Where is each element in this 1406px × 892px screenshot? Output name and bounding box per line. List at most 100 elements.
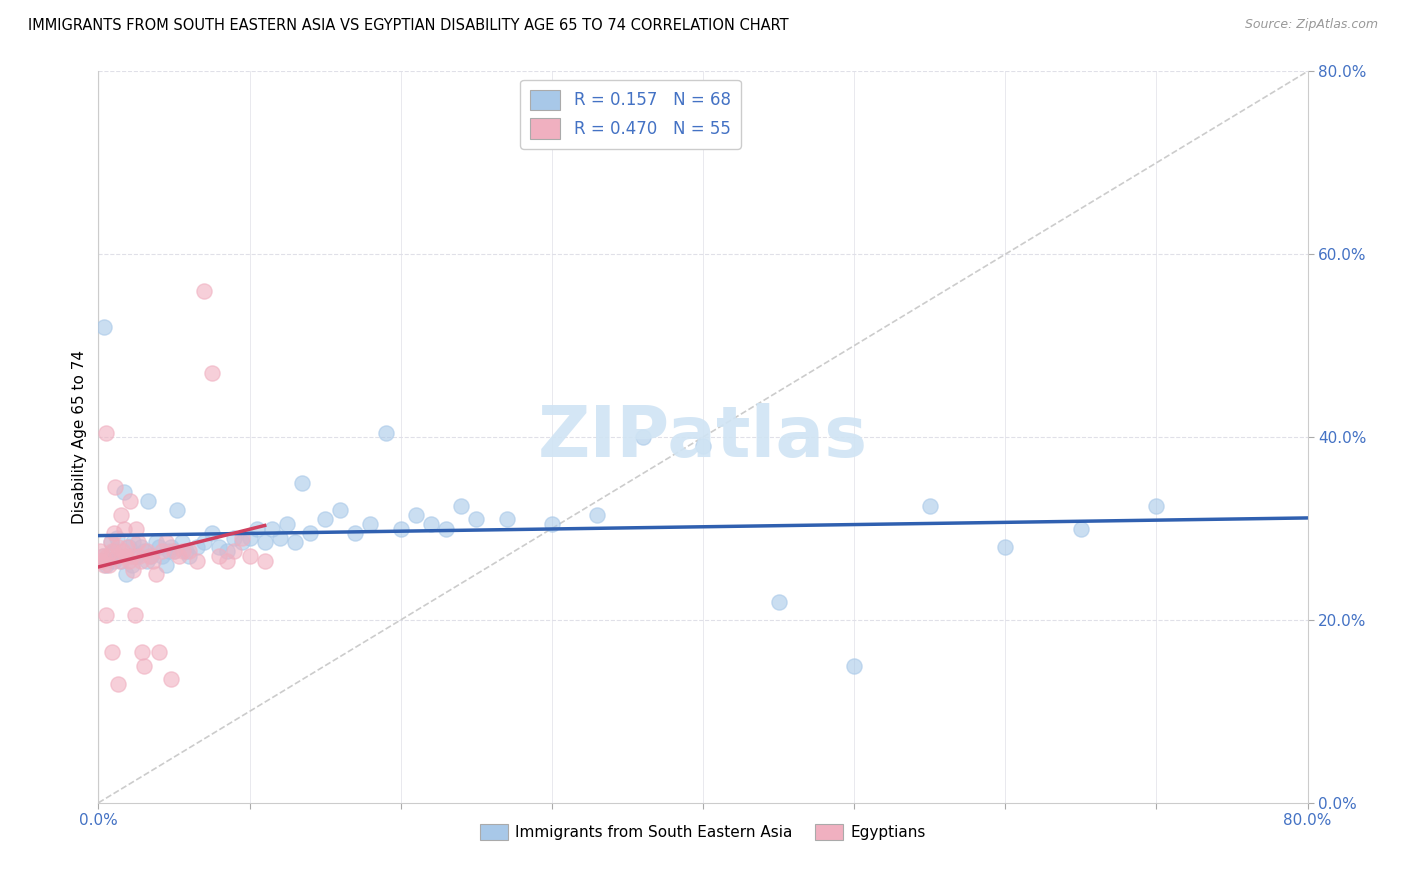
Point <box>201 366 224 380</box>
Point <box>768 594 790 608</box>
Point <box>93 320 115 334</box>
Point <box>155 558 177 573</box>
Point <box>239 531 262 545</box>
Point <box>94 425 117 440</box>
Point <box>540 516 562 531</box>
Point <box>186 553 208 567</box>
Point <box>125 521 148 535</box>
Point <box>314 512 336 526</box>
Point <box>1070 521 1092 535</box>
Point <box>231 535 253 549</box>
Text: ZIPatlas: ZIPatlas <box>538 402 868 472</box>
Point <box>135 553 157 567</box>
Point <box>105 549 128 563</box>
Point <box>360 516 382 531</box>
Point <box>208 549 231 563</box>
Point <box>160 673 183 687</box>
Point <box>246 521 269 535</box>
Point <box>101 544 124 558</box>
Point <box>131 645 153 659</box>
Point <box>159 544 181 558</box>
Point <box>208 540 231 554</box>
Point <box>145 535 167 549</box>
Point <box>224 531 246 545</box>
Point <box>103 544 125 558</box>
Point <box>201 526 224 541</box>
Point <box>918 499 941 513</box>
Point <box>108 553 131 567</box>
Point <box>107 677 129 691</box>
Point <box>100 535 122 549</box>
Point <box>179 549 201 563</box>
Point <box>89 544 111 558</box>
Point <box>193 284 215 298</box>
Point <box>120 494 142 508</box>
Point <box>96 549 118 563</box>
Point <box>91 549 114 563</box>
Point <box>118 540 141 554</box>
Point <box>420 516 443 531</box>
Point <box>631 430 654 444</box>
Point <box>434 521 457 535</box>
Point <box>215 553 238 567</box>
Point <box>127 535 149 549</box>
Point <box>136 494 159 508</box>
Point <box>150 549 173 563</box>
Point <box>329 503 352 517</box>
Point <box>239 549 262 563</box>
Point <box>155 535 177 549</box>
Point <box>166 503 188 517</box>
Point <box>1146 499 1168 513</box>
Point <box>148 645 170 659</box>
Text: Source: ZipAtlas.com: Source: ZipAtlas.com <box>1244 18 1378 31</box>
Point <box>104 480 127 494</box>
Point <box>128 549 150 563</box>
Point <box>291 475 314 490</box>
Point <box>231 531 253 545</box>
Point <box>115 540 138 554</box>
Legend: Immigrants from South Eastern Asia, Egyptians: Immigrants from South Eastern Asia, Egyp… <box>474 818 932 847</box>
Y-axis label: Disability Age 65 to 74: Disability Age 65 to 74 <box>72 350 87 524</box>
Point <box>110 553 132 567</box>
Point <box>142 553 165 567</box>
Point <box>90 553 112 567</box>
Point <box>98 558 121 573</box>
Point <box>100 535 122 549</box>
Point <box>215 544 238 558</box>
Point <box>101 645 124 659</box>
Point <box>132 658 155 673</box>
Point <box>121 558 143 573</box>
Point <box>174 544 197 558</box>
Point <box>172 544 194 558</box>
Point <box>145 567 167 582</box>
Point <box>262 521 284 535</box>
Point <box>91 549 114 563</box>
Point <box>224 544 246 558</box>
Point <box>170 535 193 549</box>
Point <box>103 526 125 541</box>
Point <box>465 512 488 526</box>
Point <box>179 544 201 558</box>
Point <box>105 531 128 545</box>
Point <box>114 549 136 563</box>
Point <box>405 508 427 522</box>
Point <box>344 526 367 541</box>
Point <box>284 535 307 549</box>
Point <box>125 549 148 563</box>
Point <box>112 485 135 500</box>
Point <box>193 535 215 549</box>
Point <box>107 540 129 554</box>
Point <box>132 544 155 558</box>
Point <box>450 499 472 513</box>
Point <box>94 558 117 573</box>
Point <box>495 512 517 526</box>
Point <box>93 558 115 573</box>
Point <box>90 553 112 567</box>
Point <box>124 608 146 623</box>
Point <box>118 553 141 567</box>
Point <box>299 526 322 541</box>
Point <box>122 535 145 549</box>
Point <box>844 658 866 673</box>
Point <box>122 563 145 577</box>
Point <box>112 521 135 535</box>
